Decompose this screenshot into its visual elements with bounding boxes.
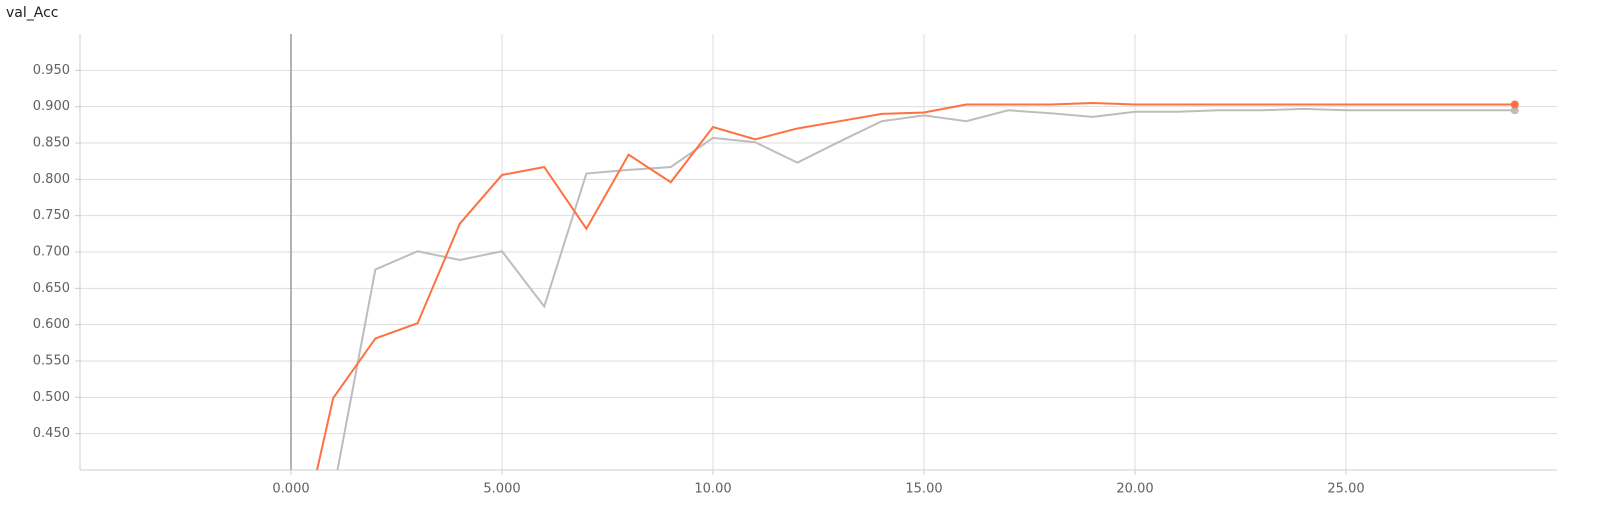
series-line [336,107,1515,470]
x-tick-label: 15.00 [905,482,942,497]
x-tick-label: 0.000 [272,482,309,497]
x-tick-label: 10.00 [694,482,731,497]
chart-title: val_Acc [6,5,58,21]
y-tick-label: 0.700 [33,245,70,260]
x-tick-label: 20.00 [1116,482,1153,497]
y-tick-label: 0.900 [33,99,70,114]
y-tick-label: 0.750 [33,208,70,223]
y-tick-label: 0.650 [33,281,70,296]
y-tick-label: 0.550 [33,354,70,369]
y-tick-label: 0.850 [33,136,70,151]
x-tick-label: 25.00 [1327,482,1364,497]
y-tick-label: 0.950 [33,63,70,78]
end-marker [1510,106,1519,115]
y-tick-label: 0.600 [33,317,70,332]
y-tick-label: 0.800 [33,172,70,187]
x-tick-label: 5.000 [483,482,520,497]
end-marker [1510,100,1519,109]
y-tick-label: 0.500 [33,390,70,405]
series-line [316,102,1515,470]
y-tick-label: 0.450 [33,426,70,441]
